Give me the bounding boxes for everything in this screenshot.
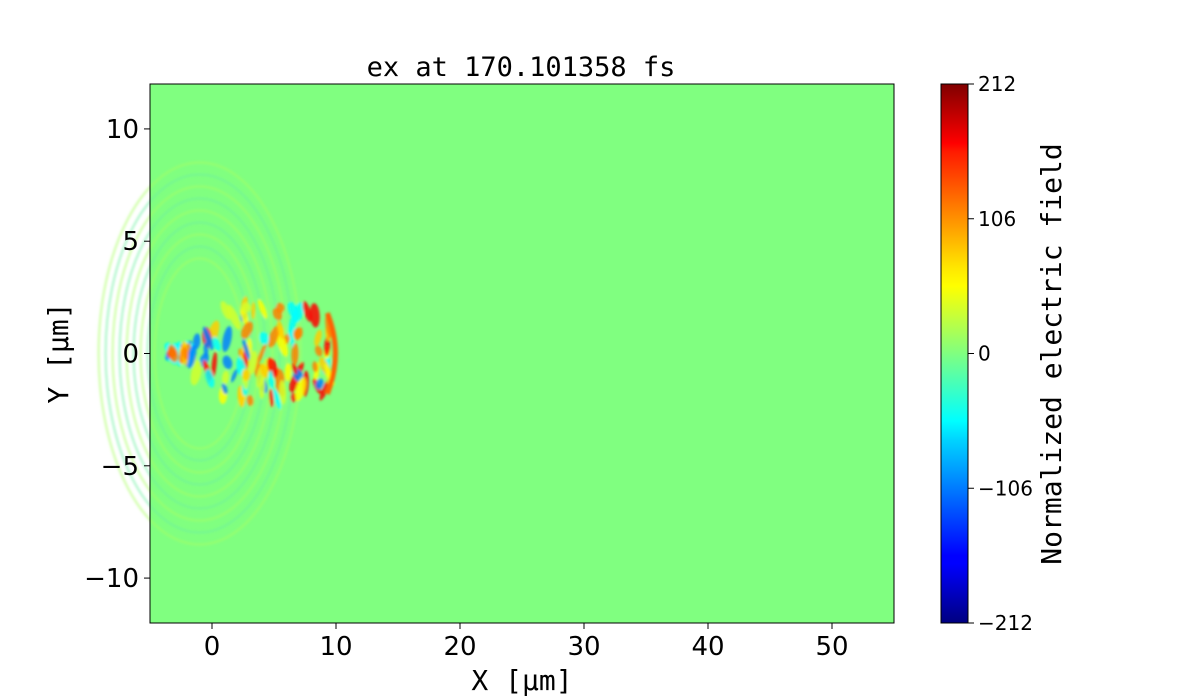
- x-tick-label: 50: [815, 632, 848, 662]
- wave-ring: [125, 209, 274, 498]
- field-blob: [309, 303, 320, 328]
- wave-ring: [139, 233, 260, 474]
- x-tick-label: 10: [319, 632, 352, 662]
- field-blob: [243, 351, 249, 368]
- colorbar-tick-label: 212: [978, 72, 1016, 96]
- x-tick-label: 40: [691, 632, 724, 662]
- x-axis: 0 10 20 30 40 50: [204, 623, 849, 662]
- field-blob: [314, 345, 323, 357]
- field-blob: [241, 369, 251, 381]
- x-tick-label: 20: [443, 632, 476, 662]
- field-blob: [291, 362, 298, 375]
- heatmap-background: [150, 84, 894, 623]
- colorbar-ticks: 212 106 0 −106 −212: [968, 72, 1033, 635]
- field-blob: [275, 302, 285, 314]
- field-blob: [291, 343, 299, 366]
- y-tick-label: 5: [122, 227, 139, 257]
- field-blob: [205, 368, 215, 388]
- chart-title: ex at 170.101358 fs: [367, 52, 676, 83]
- field-blob: [314, 329, 322, 347]
- y-axis: 10 5 0 −5 −10: [84, 115, 150, 594]
- colorbar-tick-label: 106: [978, 207, 1016, 231]
- colorbar-tick-label: 0: [978, 342, 991, 366]
- field-blob: [221, 383, 228, 395]
- field-blob: [220, 301, 231, 320]
- field-blob: [259, 376, 265, 399]
- field-blob: [287, 301, 299, 319]
- x-tick-label: 30: [567, 632, 600, 662]
- field-blob: [259, 331, 270, 345]
- colorbar-label: Normalized electric field: [1035, 143, 1068, 564]
- field-blob: [222, 355, 233, 370]
- field-blob: [293, 328, 302, 341]
- y-axis-label: Y [μm]: [42, 302, 75, 403]
- field-blob: [276, 320, 285, 340]
- field-blob: [284, 363, 292, 382]
- field-blob: [247, 350, 258, 375]
- x-tick-label: 0: [204, 632, 221, 662]
- y-tick-label: −10: [84, 564, 139, 594]
- field-blob: [257, 299, 268, 319]
- front-edge: [324, 312, 338, 395]
- x-axis-label: X [μm]: [471, 664, 572, 697]
- field-blob: [222, 326, 232, 352]
- field-blob: [182, 346, 189, 361]
- field-disturbance: [97, 161, 338, 546]
- field-blob: [268, 370, 274, 390]
- y-tick-label: 10: [106, 115, 139, 145]
- field-blob: [212, 336, 221, 351]
- wave-ring: [97, 161, 302, 546]
- colorbar-tick-label: −212: [978, 611, 1033, 635]
- field-blob: [211, 351, 217, 379]
- field-blob: [312, 361, 318, 373]
- field-blob: [227, 304, 241, 330]
- field-blob: [290, 392, 297, 403]
- field-blob: [230, 369, 238, 383]
- y-tick-label: −5: [101, 452, 139, 482]
- plot-area: [97, 83, 895, 624]
- field-blob: [251, 301, 256, 320]
- field-blob: [302, 301, 312, 322]
- colorbar: 212 106 0 −106 −212 Normalized electric fiel…: [940, 72, 1068, 635]
- field-blob: [167, 344, 179, 363]
- field-blob: [255, 342, 267, 368]
- field-blob: [190, 360, 202, 386]
- field-blob: [269, 388, 274, 408]
- colorbar-gradient: [940, 83, 969, 624]
- y-tick-label: 0: [122, 340, 139, 370]
- wave-ring: [118, 197, 281, 510]
- field-blob: [203, 342, 209, 357]
- field-blob: [260, 363, 269, 379]
- field-blob: [246, 394, 254, 407]
- field-blob: [325, 316, 332, 339]
- field-blob: [278, 380, 287, 405]
- field-blob: [272, 388, 282, 410]
- field-blob: [242, 338, 251, 361]
- field-blob: [241, 321, 253, 339]
- field-blob: [221, 370, 230, 385]
- field-blob: [187, 344, 197, 369]
- field-blob: [202, 326, 214, 351]
- colorbar-tick-label: −106: [978, 476, 1033, 500]
- field-blob: [295, 377, 306, 402]
- field-blob: [315, 378, 324, 390]
- wave-ring: [132, 221, 267, 486]
- field-blob: [268, 325, 280, 348]
- field-blob: [275, 330, 289, 357]
- field-blob: [241, 302, 251, 313]
